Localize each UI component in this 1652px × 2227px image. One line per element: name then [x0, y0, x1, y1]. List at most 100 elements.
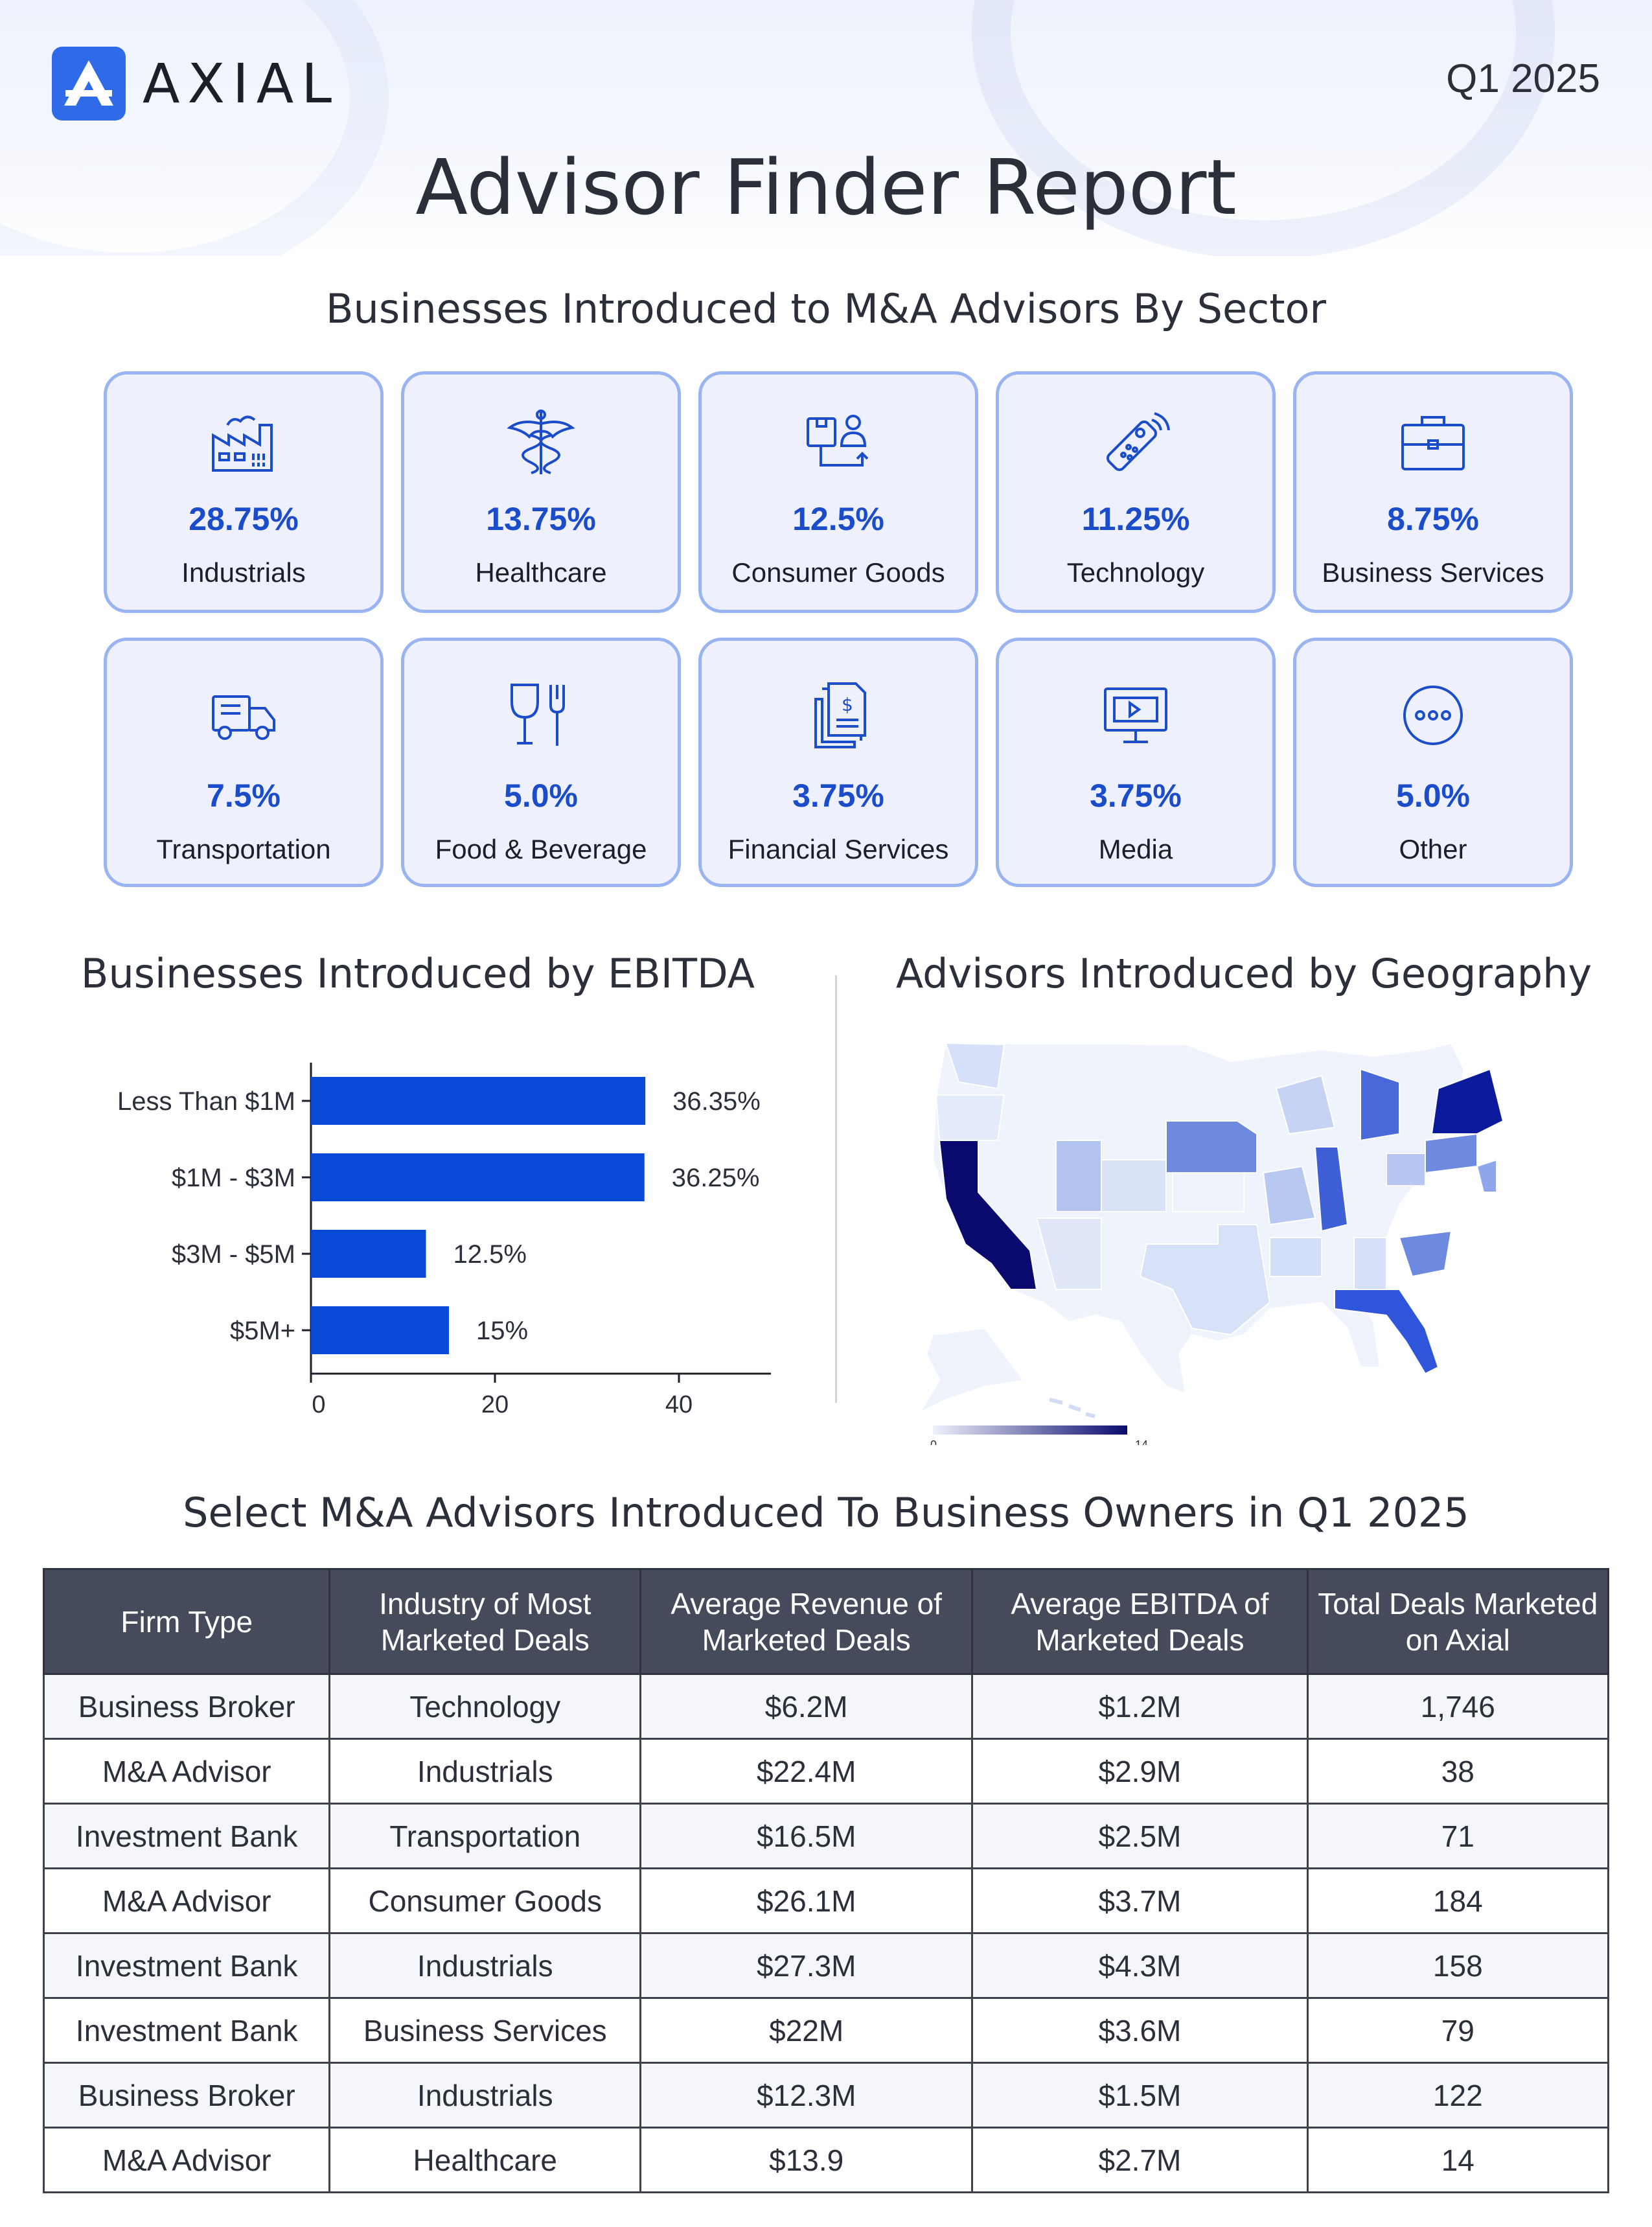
bar — [311, 1153, 645, 1201]
table-cell: $22M — [639, 1997, 974, 2064]
state-washington — [945, 1042, 1005, 1090]
sector-card-transportation: 7.5% Transportation — [104, 638, 384, 887]
axial-logo[interactable]: AXIAL — [52, 47, 339, 121]
table-row: M&A Advisor Healthcare $13.9 $2.7M 14 — [42, 2127, 1610, 2193]
sector-label: Business Services — [1322, 557, 1544, 588]
remote-control-icon — [1107, 412, 1170, 471]
table-cell: $4.3M — [971, 1932, 1309, 1999]
us-geography-map: 0 14 — [907, 1030, 1594, 1451]
table-cell: 1,746 — [1306, 1673, 1610, 1740]
sector-pct: 3.75% — [792, 778, 884, 814]
advisors-table-wrap: Firm Type Industry of Most Marketed Deal… — [42, 1568, 1610, 2193]
column-header: Average Revenue of Marketed Deals — [639, 1568, 974, 1675]
category-label: $3M - $5M — [172, 1240, 295, 1269]
state-kansas — [1172, 1172, 1245, 1212]
state-colorado — [1101, 1159, 1167, 1212]
advisors-title: Select M&A Advisors Introduced To Busine… — [183, 1489, 1469, 1536]
sector-label: Financial Services — [728, 834, 949, 864]
data-label: 36.25% — [672, 1164, 760, 1192]
sectors-title: Businesses Introduced to M&A Advisors By… — [326, 285, 1326, 332]
sector-pct: 5.0% — [1396, 778, 1470, 814]
table-cell: Investment Bank — [42, 1997, 331, 2064]
state-texas — [1139, 1224, 1271, 1336]
table-row: M&A Advisor Consumer Goods $26.1M $3.7M 184 — [42, 1867, 1610, 1934]
state-florida — [1334, 1289, 1440, 1375]
video-monitor-icon — [1104, 687, 1167, 743]
report-quarter: Q1 2025 — [1446, 56, 1600, 101]
sector-card-other: 5.0% Other — [1293, 638, 1573, 887]
column-header: Total Deals Marketed on Axial — [1306, 1568, 1610, 1675]
table-cell: 122 — [1306, 2062, 1610, 2129]
state-ohio — [1386, 1153, 1426, 1186]
state-missouri — [1262, 1165, 1316, 1226]
table-cell: Technology — [328, 1673, 642, 1740]
x-tick-label: 40 — [665, 1391, 693, 1418]
table-cell: 14 — [1306, 2127, 1610, 2193]
state-wisconsin — [1275, 1074, 1336, 1135]
table-cell: 38 — [1306, 1738, 1610, 1805]
truck-icon — [212, 695, 275, 740]
state-georgia — [1353, 1237, 1387, 1290]
data-label: 36.35% — [672, 1087, 761, 1116]
state-new-york — [1430, 1068, 1504, 1135]
table-cell: Industrials — [328, 2062, 642, 2129]
sector-card-business-services: 8.75% Business Services — [1293, 371, 1573, 613]
axial-logo-mark-icon — [52, 47, 126, 121]
us-choropleth-map: 0 14 — [918, 1042, 1504, 1451]
table-cell: Business Broker — [42, 1673, 331, 1740]
bar — [311, 1306, 449, 1354]
table-row: Investment Bank Business Services $22M $3.6… — [42, 1997, 1610, 2064]
table-cell: Business Services — [328, 1997, 642, 2064]
table-cell: $6.2M — [639, 1673, 974, 1740]
table-cell: $3.7M — [971, 1867, 1309, 1934]
table-cell: 184 — [1306, 1867, 1610, 1934]
sector-label: Media — [1098, 834, 1173, 864]
sector-pct: 7.5% — [207, 778, 281, 814]
state-nebraska — [1165, 1120, 1257, 1173]
sector-label: Healthcare — [475, 557, 607, 588]
table-cell: $16.5M — [639, 1803, 974, 1869]
sector-card-consumer-goods: 12.5% Consumer Goods — [698, 371, 978, 613]
sector-card-technology: 11.25% Technology — [996, 371, 1276, 613]
table-cell: M&A Advisor — [42, 1738, 331, 1805]
table-cell: Consumer Goods — [328, 1867, 642, 1934]
sector-label: Industrials — [181, 557, 306, 588]
advisors-table: Firm Type Industry of Most Marketed Deal… — [42, 1568, 1610, 2193]
table-cell: $26.1M — [639, 1867, 974, 1934]
geography-title: Advisors Introduced by Geography — [895, 950, 1592, 997]
sector-card-media: 3.75% Media — [996, 638, 1276, 887]
sector-pct: 8.75% — [1387, 501, 1479, 537]
table-cell: $27.3M — [639, 1932, 974, 1999]
sector-card-industrials: 28.75% Industrials — [104, 371, 384, 613]
table-cell: $2.5M — [971, 1803, 1309, 1869]
more-dots-icon — [1403, 686, 1463, 745]
scale-max-label: 14 — [1135, 1438, 1148, 1445]
table-cell: Industrials — [328, 1738, 642, 1805]
table-cell: M&A Advisor — [42, 2127, 331, 2193]
data-label: 12.5% — [453, 1240, 527, 1269]
table-row: Investment Bank Industrials $27.3M $4.3M 158 — [42, 1932, 1610, 1999]
state-utah — [1055, 1140, 1102, 1212]
column-header: Industry of Most Marketed Deals — [328, 1568, 642, 1675]
data-label: 15% — [476, 1317, 528, 1345]
brand-name: AXIAL — [143, 52, 340, 115]
section-divider — [835, 975, 837, 1403]
table-cell: 71 — [1306, 1803, 1610, 1869]
glass-fork-icon — [511, 684, 565, 746]
caduceus-icon — [507, 410, 575, 474]
sector-label: Other — [1399, 834, 1467, 864]
category-label: $5M+ — [230, 1317, 295, 1345]
sector-pct: 3.75% — [1090, 778, 1182, 814]
category-label: $1M - $3M — [172, 1164, 295, 1192]
state-arkansas — [1269, 1237, 1322, 1277]
table-cell: Investment Bank — [42, 1803, 331, 1869]
briefcase-icon — [1401, 416, 1465, 470]
table-cell: $1.2M — [971, 1673, 1309, 1740]
bar — [311, 1077, 646, 1125]
page-title: Advisor Finder Report — [415, 143, 1237, 232]
state-california — [938, 1140, 1038, 1290]
sector-label: Technology — [1066, 557, 1205, 588]
table-cell: $2.9M — [971, 1738, 1309, 1805]
table-header-row: Firm Type Industry of Most Marketed Deal… — [42, 1568, 1610, 1675]
table-row: M&A Advisor Industrials $22.4M $2.9M 38 — [42, 1738, 1610, 1805]
